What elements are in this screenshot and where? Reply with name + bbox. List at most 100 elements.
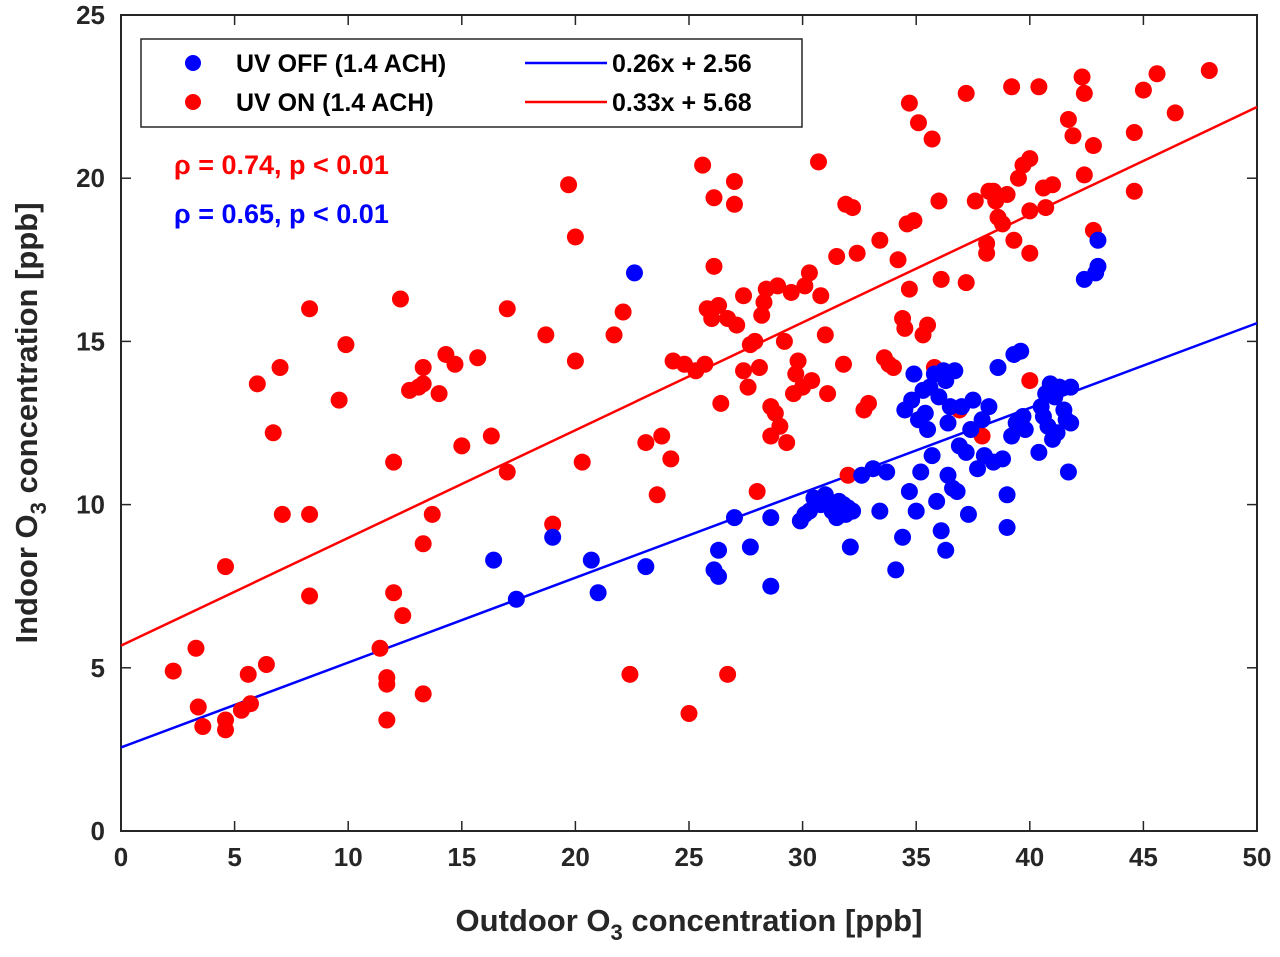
point-uv-on: [453, 437, 471, 455]
point-uv-off: [946, 362, 964, 380]
point-uv-on: [637, 434, 655, 452]
point-uv-on: [662, 450, 680, 468]
point-uv-on: [414, 359, 432, 377]
point-uv-on: [164, 662, 182, 680]
point-uv-on: [800, 264, 818, 282]
point-uv-off: [998, 518, 1016, 536]
point-uv-on: [194, 718, 212, 736]
point-uv-on: [430, 385, 448, 403]
point-uv-on: [378, 711, 396, 729]
point-uv-off: [625, 264, 643, 282]
point-uv-off: [1062, 414, 1080, 432]
point-uv-on: [544, 515, 562, 533]
legend-fit-uv-off: 0.26x + 2.56: [612, 50, 752, 78]
point-uv-on: [710, 296, 728, 314]
point-uv-on: [725, 172, 743, 190]
point-uv-on: [957, 274, 975, 292]
point-uv-off: [989, 359, 1007, 377]
point-uv-on: [614, 303, 632, 321]
point-uv-off: [878, 463, 896, 481]
point-uv-on: [919, 316, 937, 334]
point-uv-on: [1073, 68, 1091, 86]
point-uv-off: [998, 486, 1016, 504]
point-uv-on: [766, 404, 784, 422]
x-tick-label: 0: [114, 842, 128, 872]
point-uv-on: [994, 215, 1012, 233]
point-uv-off: [980, 398, 998, 416]
point-uv-on: [566, 228, 584, 246]
point-uv-on: [746, 332, 764, 350]
point-uv-off: [919, 421, 937, 439]
x-tick-label: 50: [1243, 842, 1272, 872]
point-uv-off: [1062, 378, 1080, 396]
point-uv-off: [962, 421, 980, 439]
point-uv-on: [810, 153, 828, 171]
point-uv-on: [498, 300, 516, 318]
legend: UV OFF (1.4 ACH) 0.26x + 2.56 UV ON (1.4…: [140, 38, 803, 128]
point-uv-on: [812, 287, 830, 305]
point-uv-on: [712, 394, 730, 412]
point-uv-on: [753, 306, 771, 324]
point-uv-on: [217, 558, 235, 576]
point-uv-on: [930, 192, 948, 210]
point-uv-off: [994, 450, 1012, 468]
point-uv-on: [248, 375, 266, 393]
point-uv-on: [769, 277, 787, 295]
point-uv-off: [1016, 421, 1034, 439]
x-tick-label: 35: [902, 842, 931, 872]
point-uv-on: [414, 535, 432, 553]
point-uv-off: [930, 388, 948, 406]
point-uv-off: [964, 391, 982, 409]
legend-marker-uv-on: [185, 94, 201, 110]
point-uv-on: [900, 280, 918, 298]
point-uv-on: [1030, 78, 1048, 96]
point-uv-on: [1037, 199, 1055, 217]
point-uv-off: [871, 502, 889, 520]
point-uv-off: [544, 528, 562, 546]
point-uv-off: [912, 463, 930, 481]
point-uv-on: [735, 362, 753, 380]
point-uv-off: [959, 505, 977, 523]
x-axis-label: Outdoor O3 concentration [ppb]: [456, 903, 923, 945]
point-uv-off: [507, 590, 525, 608]
point-uv-off: [939, 466, 957, 484]
point-uv-on: [719, 665, 737, 683]
point-uv-off: [1089, 257, 1107, 275]
point-uv-on: [884, 359, 902, 377]
point-uv-on: [859, 394, 877, 412]
point-uv-off: [937, 541, 955, 559]
annotation-uv-on-correlation: ρ = 0.74, p < 0.01: [174, 150, 389, 180]
point-uv-on: [680, 704, 698, 722]
point-uv-on: [498, 463, 516, 481]
point-uv-on: [482, 427, 500, 445]
point-uv-on: [819, 385, 837, 403]
point-uv-off: [957, 443, 975, 461]
point-uv-off: [932, 522, 950, 540]
point-uv-on: [748, 483, 766, 501]
point-uv-on: [775, 332, 793, 350]
point-uv-off: [887, 561, 905, 579]
point-uv-on: [803, 372, 821, 390]
point-uv-on: [1044, 176, 1062, 194]
point-uv-on: [782, 283, 800, 301]
point-uv-on: [271, 359, 289, 377]
point-uv-on: [1200, 61, 1218, 79]
point-uv-off: [916, 404, 934, 422]
point-uv-on: [242, 695, 260, 713]
point-uv-on: [371, 639, 389, 657]
point-uv-on: [378, 675, 396, 693]
point-uv-on: [621, 665, 639, 683]
y-tick-label: 0: [91, 816, 105, 846]
point-uv-off: [485, 551, 503, 569]
point-uv-on: [1084, 137, 1102, 155]
point-uv-on: [605, 326, 623, 344]
point-uv-on: [896, 319, 914, 337]
point-uv-on: [423, 505, 441, 523]
point-uv-on: [900, 94, 918, 112]
point-uv-on: [573, 453, 591, 471]
point-uv-on: [566, 352, 584, 370]
point-uv-off: [1014, 407, 1032, 425]
point-uv-on: [739, 378, 757, 396]
point-uv-off: [844, 502, 862, 520]
point-uv-on: [273, 505, 291, 523]
